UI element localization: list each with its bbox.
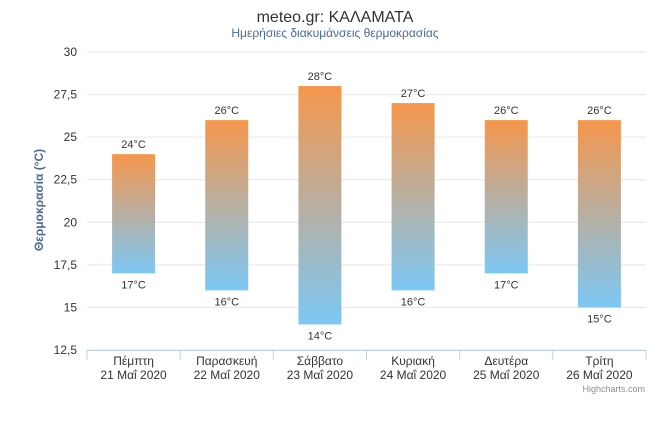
high-temp-label: 24°C (121, 139, 146, 151)
temperature-bar[interactable] (484, 120, 528, 274)
temperature-bar[interactable] (298, 86, 342, 325)
high-temp-label: 27°C (401, 88, 426, 100)
high-temp-label: 26°C (587, 105, 612, 117)
x-tick-label: Σάββατο 23 Μαΐ 2020 (287, 354, 354, 382)
y-tick-label: 17,5 (54, 258, 78, 272)
y-tick-label: 22,5 (54, 173, 78, 187)
low-temp-label: 16°C (214, 296, 239, 308)
temperature-bar[interactable] (577, 120, 621, 308)
y-tick-label: 12,5 (54, 343, 78, 357)
y-tick-label: 25 (64, 130, 78, 144)
x-tick-label: Παρασκευή 22 Μαΐ 2020 (194, 354, 261, 382)
low-temp-label: 16°C (401, 296, 426, 308)
y-axis-title: Θερμοκρασία (°C) (32, 149, 46, 251)
y-axis-ticks: 12,5 15 17,5 20 22,5 25 27,5 30 (54, 45, 78, 357)
x-tick-label: Κυριακή 24 Μαΐ 2020 (380, 354, 447, 382)
chart-title: meteo.gr: ΚΑΛΑΜΑΤΑ (257, 9, 414, 26)
y-tick-label: 20 (64, 215, 78, 229)
y-tick-label: 27,5 (54, 88, 78, 102)
bars: 24°C 17°C 26°C 16°C 28°C 14°C 27°C 16°C 26°C 17°C… (112, 71, 621, 342)
grid-lines (87, 51, 646, 351)
high-temp-label: 26°C (494, 105, 519, 117)
x-tick-label: Δευτέρα 25 Μαΐ 2020 (473, 354, 540, 382)
y-tick-label: 30 (64, 45, 78, 59)
chart-subtitle: Ημερήσιες διακυμάνσεις θερμοκρασίας (231, 26, 438, 40)
x-axis-ticks: Πέμπτη 21 Μαΐ 2020 Παρασκευή 22 Μαΐ 2020 Σάβ… (86, 350, 647, 382)
y-tick-label: 15 (64, 300, 78, 314)
low-temp-label: 15°C (587, 313, 612, 325)
temperature-bar[interactable] (391, 103, 435, 291)
credits-link[interactable]: Highcharts.com (582, 384, 645, 394)
high-temp-label: 28°C (308, 71, 333, 83)
x-tick-label: Τρίτη 26 Μαΐ 2020 (566, 354, 633, 382)
low-temp-label: 14°C (308, 330, 333, 342)
low-temp-label: 17°C (494, 279, 519, 291)
x-tick-label: Πέμπτη 21 Μαΐ 2020 (100, 354, 167, 382)
temperature-bar[interactable] (112, 154, 156, 274)
temperature-bar[interactable] (205, 120, 249, 291)
low-temp-label: 17°C (121, 279, 146, 291)
high-temp-label: 26°C (214, 105, 239, 117)
